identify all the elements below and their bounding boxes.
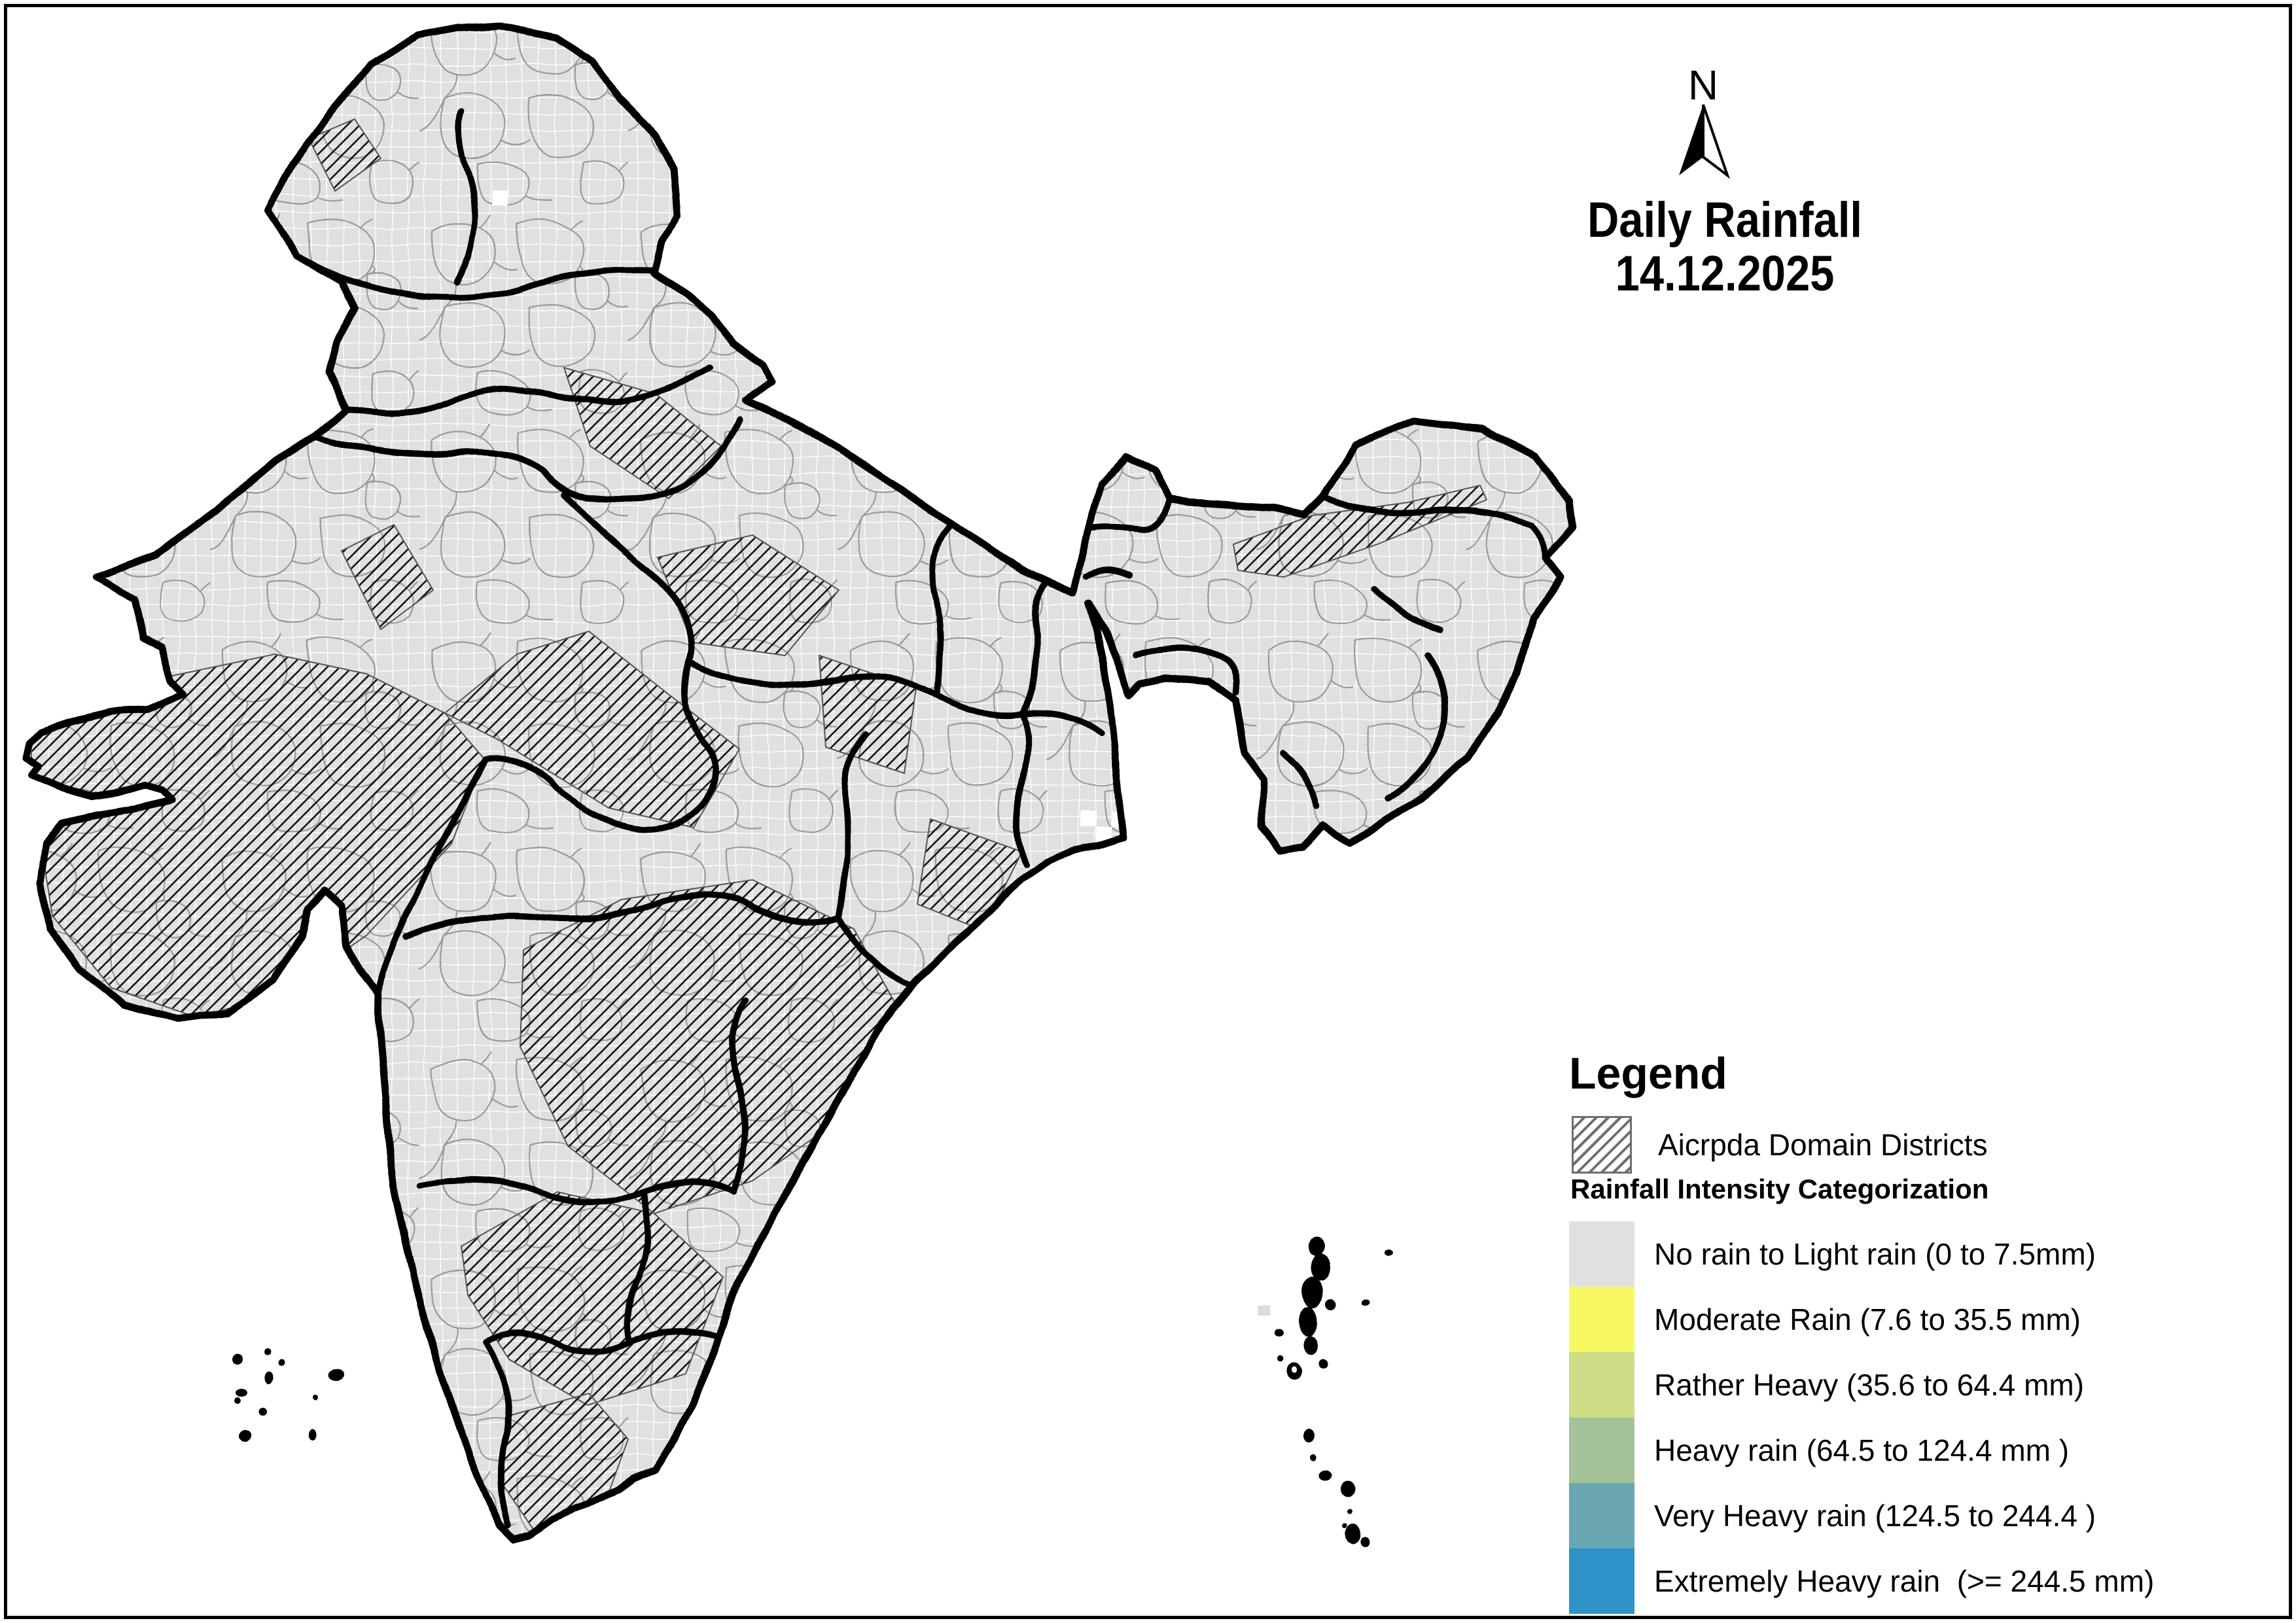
color-swatch — [1569, 1352, 1634, 1418]
map-title-line1: Daily Rainfall — [1587, 192, 1862, 248]
map-title-line2: 14.12.2025 — [1615, 246, 1835, 302]
lakshadweep-islands — [232, 1348, 344, 1442]
color-swatch — [1569, 1548, 1634, 1614]
legend-row-label: Moderate Rain (7.6 to 35.5 mm) — [1654, 1302, 2081, 1336]
legend-row-moderate: Moderate Rain (7.6 to 35.5 mm) — [1569, 1287, 2263, 1352]
legend-row-very-heavy: Very Heavy rain (124.5 to 244.4 ) — [1569, 1483, 2263, 1548]
legend-row-label: Very Heavy rain (124.5 to 244.4 ) — [1654, 1499, 2096, 1533]
color-swatch — [1569, 1221, 1634, 1287]
legend-row-label: No rain to Light rain (0 to 7.5mm) — [1654, 1237, 2096, 1271]
color-swatch — [1569, 1287, 1634, 1352]
andaman-nicobar-islands — [1258, 1237, 1392, 1547]
state-boundaries — [292, 109, 1549, 1529]
legend-row-label: Rather Heavy (35.6 to 64.4 mm) — [1654, 1368, 2085, 1402]
legend-domain-districts-row: Aicrpda Domain Districts — [1572, 1116, 1988, 1174]
hatch-swatch-icon — [1572, 1116, 1632, 1174]
color-swatch — [1569, 1418, 1634, 1483]
north-arrow-icon: N — [1679, 61, 1731, 179]
legend-heading: Legend — [1569, 1049, 1727, 1098]
legend-row-label: Heavy rain (64.5 to 124.4 mm ) — [1654, 1433, 2070, 1467]
north-label: N — [1688, 61, 1718, 109]
legend-row-extremely-heavy: Extremely Heavy rain (>= 244.5 mm) — [1569, 1548, 2263, 1614]
legend-row-label: Extremely Heavy rain (>= 244.5 mm) — [1654, 1564, 2155, 1598]
legend-row-rather-heavy: Rather Heavy (35.6 to 64.4 mm) — [1569, 1352, 2263, 1418]
legend-intensity-heading: Rainfall Intensity Categorization — [1570, 1174, 1989, 1204]
color-swatch — [1569, 1483, 1634, 1548]
legend-row-no-rain: No rain to Light rain (0 to 7.5mm) — [1569, 1221, 2263, 1287]
aicrpda-domain-hatch-overlay — [26, 118, 1488, 1535]
legend-row-heavy: Heavy rain (64.5 to 124.4 mm ) — [1569, 1418, 2263, 1483]
map-title: Daily Rainfall 14.12.2025 — [1506, 194, 1944, 301]
domain-districts-label: Aicrpda Domain Districts — [1658, 1128, 1988, 1162]
